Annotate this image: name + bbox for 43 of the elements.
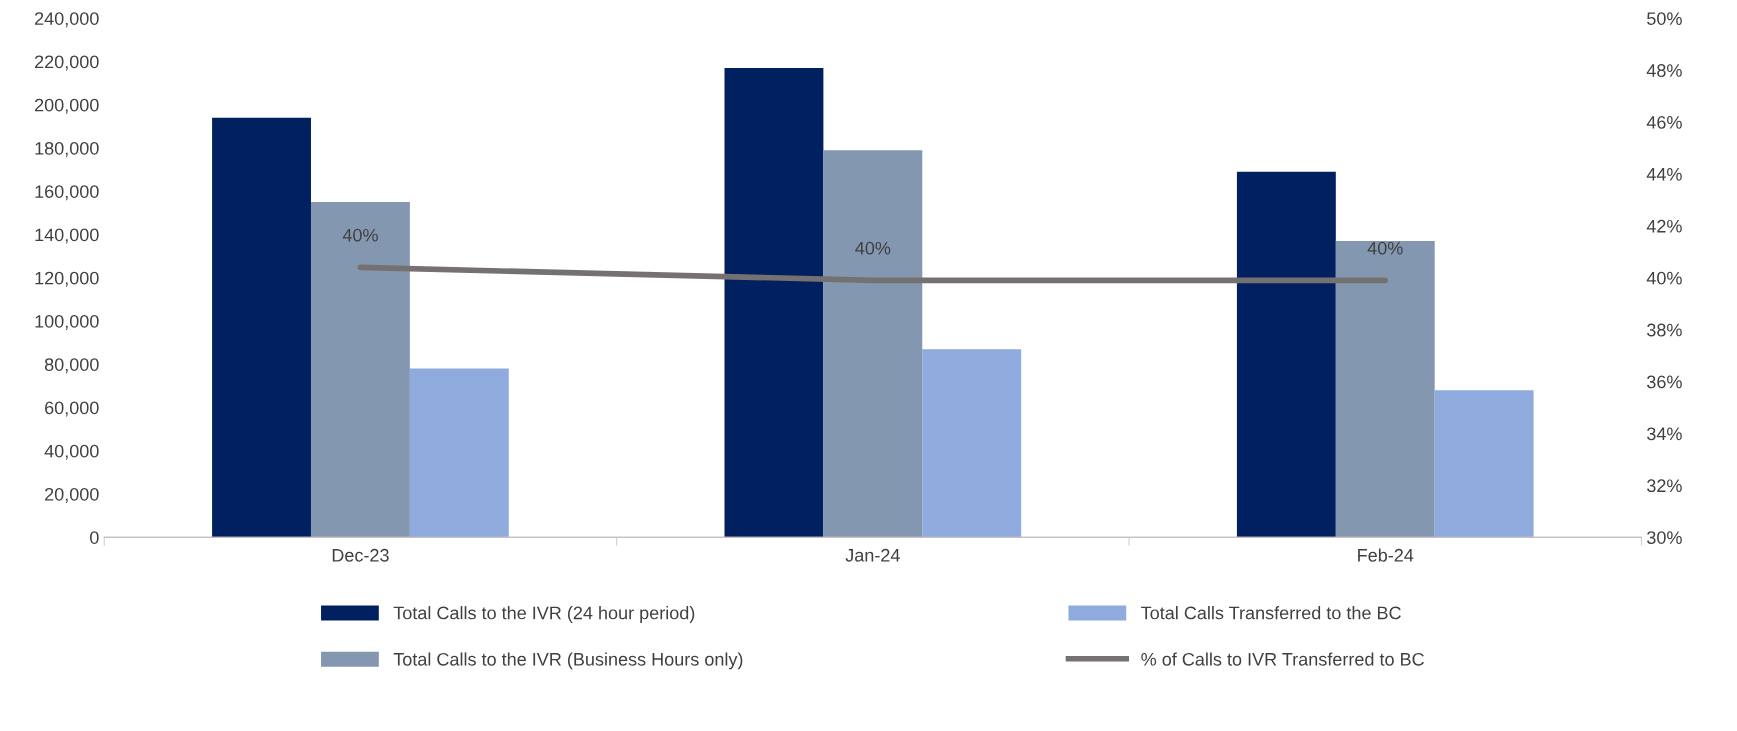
y2-tick-label: 44% bbox=[1646, 167, 1682, 181]
bar bbox=[922, 349, 1022, 538]
bar bbox=[1434, 390, 1534, 538]
y2-tick-label: 42% bbox=[1646, 219, 1682, 233]
x-tick-label: Feb-24 bbox=[1358, 548, 1414, 562]
data-label: 40% bbox=[1367, 241, 1403, 255]
y-tick-label: 0 bbox=[90, 531, 99, 545]
y2-tick-label: 30% bbox=[1647, 531, 1682, 545]
y2-tick-label: 38% bbox=[1647, 323, 1682, 337]
y2-tick-label: 50% bbox=[1647, 12, 1682, 25]
x-tick-label: Jan-24 bbox=[845, 548, 900, 562]
y-tick-label: 100,000 bbox=[35, 314, 99, 330]
y2-tick-label: 32% bbox=[1647, 479, 1682, 493]
y2-tick-label: 46% bbox=[1646, 116, 1682, 129]
bar bbox=[409, 368, 509, 538]
y-tick-label: 20,000 bbox=[45, 487, 99, 503]
y2-tick-label: 34% bbox=[1647, 427, 1682, 441]
bar bbox=[823, 150, 923, 538]
y2-tick-label: 48% bbox=[1646, 64, 1682, 77]
bar bbox=[1236, 171, 1336, 538]
legend-label: Total Calls Transferred to the BC bbox=[1141, 606, 1401, 620]
y-tick-label: 160,000 bbox=[35, 185, 99, 201]
x-tick-label: Dec-23 bbox=[332, 548, 389, 562]
bar bbox=[1335, 241, 1435, 538]
y-tick-label: 220,000 bbox=[35, 55, 99, 71]
y2-tick-label: 36% bbox=[1647, 375, 1682, 389]
data-label: 40% bbox=[342, 228, 378, 242]
bar bbox=[310, 202, 410, 538]
y-tick-label: 140,000 bbox=[35, 228, 99, 244]
y-tick-label: 180,000 bbox=[35, 141, 99, 157]
y-tick-label: 40,000 bbox=[44, 444, 99, 460]
legend-label: Total Calls to the IVR (24 hour period) bbox=[393, 606, 695, 623]
y-tick-label: 60,000 bbox=[45, 401, 99, 417]
legend-label: % of Calls to IVR Transferred to BC bbox=[1141, 652, 1424, 666]
bar bbox=[724, 68, 824, 538]
y-tick-label: 200,000 bbox=[35, 98, 99, 114]
y2-tick-label: 40% bbox=[1646, 271, 1682, 285]
bar bbox=[212, 117, 311, 538]
data-label: 40% bbox=[855, 241, 891, 255]
legend-label: Total Calls to the IVR (Business Hours only) bbox=[393, 652, 743, 670]
y-tick-label: 80,000 bbox=[44, 358, 99, 374]
y-tick-label: 120,000 bbox=[35, 271, 99, 287]
y-tick-label: 240,000 bbox=[35, 12, 99, 28]
